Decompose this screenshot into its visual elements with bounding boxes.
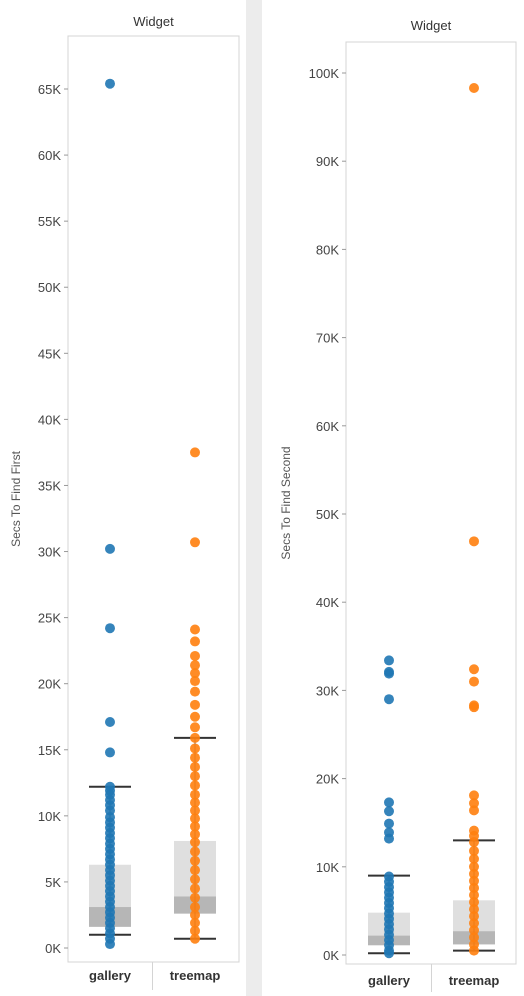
left-chart-panel	[0, 0, 246, 996]
right-chart-panel	[262, 0, 524, 996]
